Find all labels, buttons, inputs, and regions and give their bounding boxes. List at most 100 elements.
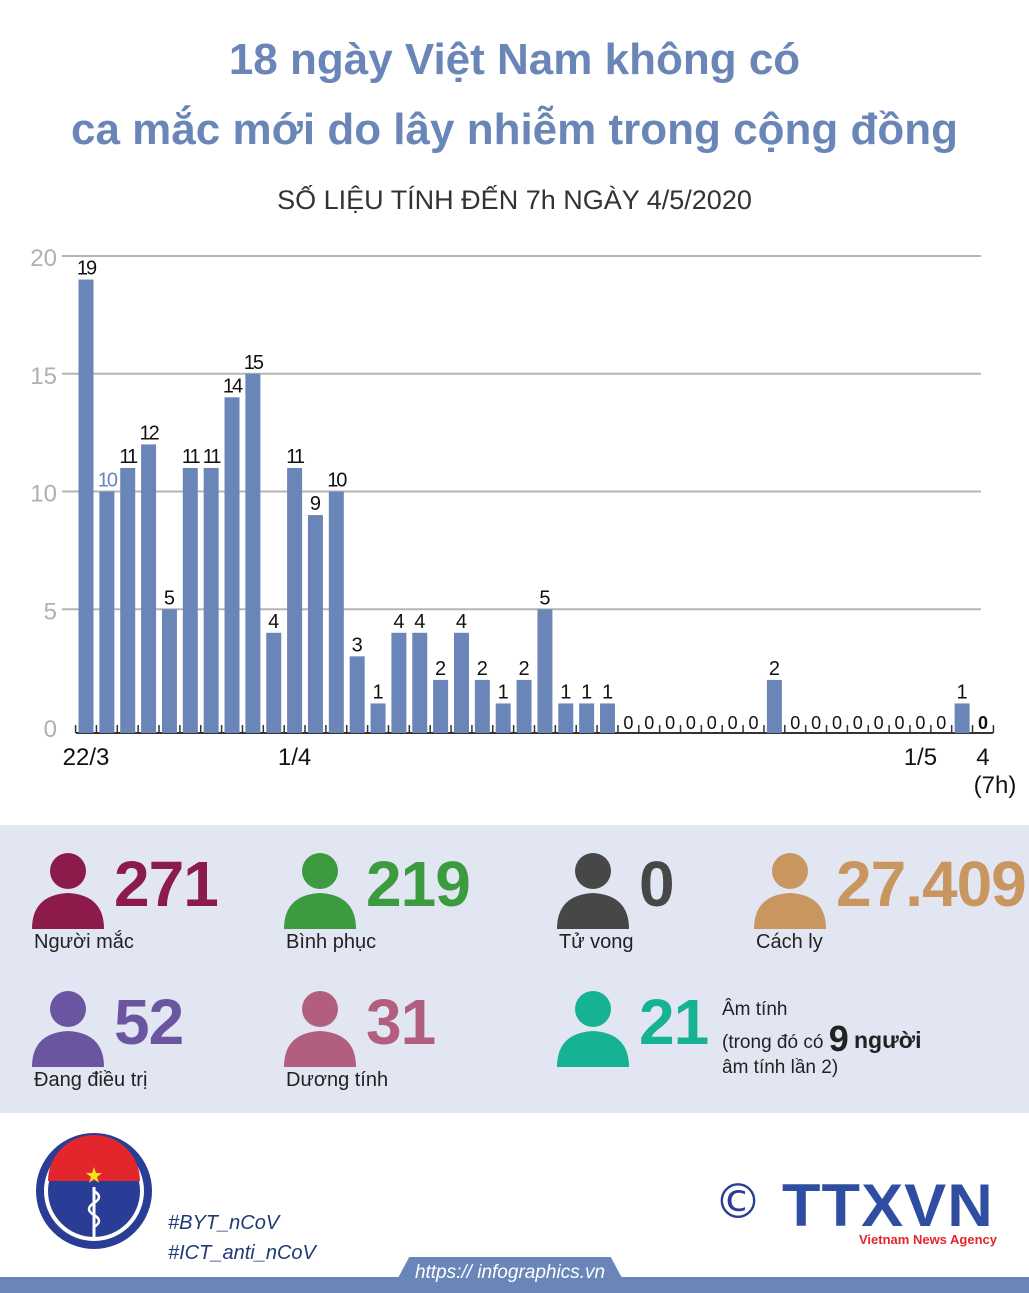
- hashtags: #BYT_nCoV #ICT_anti_nCoV: [168, 1208, 316, 1268]
- bar: [516, 679, 532, 733]
- data-label: 3: [352, 634, 363, 656]
- bar: [266, 632, 282, 733]
- stat-value: 219: [366, 848, 471, 920]
- hashtag-ict[interactable]: #ICT_anti_nCoV: [168, 1242, 316, 1264]
- stat-value: 21: [639, 986, 709, 1058]
- bar: [453, 632, 469, 733]
- data-label: 4: [414, 611, 425, 633]
- data-label: 19: [77, 258, 97, 280]
- bar: [558, 703, 574, 733]
- bar: [537, 609, 553, 733]
- footer-bar: [0, 1277, 1029, 1293]
- bar: [287, 467, 303, 733]
- bar: [203, 467, 219, 733]
- ministry-of-health-logo: [36, 1133, 152, 1249]
- y-tick-label: 5: [44, 598, 57, 625]
- note-line-1: Âm tính: [722, 999, 788, 1020]
- data-label: 11: [203, 446, 222, 468]
- hashtag-byt[interactable]: #BYT_nCoV: [168, 1212, 280, 1234]
- bar: [370, 703, 386, 733]
- bar: [579, 703, 595, 733]
- data-label: 0: [853, 713, 863, 733]
- data-label: 2: [477, 658, 488, 680]
- data-label: 1: [498, 681, 509, 703]
- x-tick-label: 22/3: [63, 744, 110, 771]
- data-label: 0: [728, 713, 738, 733]
- note-number: 9: [828, 1018, 849, 1059]
- data-label: 4: [456, 611, 467, 633]
- x-tick-label: 1/4: [278, 744, 311, 771]
- data-label: 1: [581, 681, 592, 703]
- bar: [120, 467, 136, 733]
- data-label: 1: [560, 681, 571, 703]
- x-tick-label: 4: [976, 744, 989, 771]
- data-label: 0: [915, 713, 925, 733]
- y-tick-label: 10: [30, 481, 57, 508]
- stat-label: Tử vong: [559, 931, 634, 953]
- stat-value: 27.409: [836, 848, 1027, 920]
- data-label: 11: [286, 446, 305, 468]
- person-icon: [557, 991, 629, 1067]
- data-label: 2: [435, 658, 446, 680]
- data-label: 2: [518, 658, 529, 680]
- ttxvn-logo: TTXVN Vietnam News Agency: [782, 1172, 997, 1248]
- bar: [161, 609, 177, 733]
- stats-panel: 271 Người mắc 219 Bình phục 0 Tử vong 27…: [0, 825, 1029, 1113]
- bar: [182, 467, 198, 733]
- bar: [328, 491, 344, 733]
- bar: [495, 703, 511, 733]
- data-label: 0: [749, 713, 759, 733]
- data-label: 0: [623, 713, 633, 733]
- data-label: 11: [182, 446, 201, 468]
- y-tick-label: 20: [30, 245, 57, 272]
- data-label: 0: [978, 713, 988, 733]
- data-label: 9: [310, 493, 321, 515]
- bar: [349, 656, 365, 733]
- data-label: 0: [874, 713, 884, 733]
- bar: [141, 444, 157, 733]
- data-label: 1: [372, 681, 383, 703]
- subtitle: SỐ LIỆU TÍNH ĐẾN 7h NGÀY 4/5/2020: [277, 185, 752, 215]
- data-label: 4: [268, 611, 279, 633]
- data-label: 0: [811, 713, 821, 733]
- data-label: 1: [602, 681, 613, 703]
- negative-note: Âm tính (trong đó có 9 người âm tính lần…: [722, 995, 922, 1082]
- stat-label: Đang điều trị: [34, 1069, 148, 1091]
- title-line-1: 18 ngày Việt Nam không có: [228, 35, 801, 84]
- data-label: 11: [119, 446, 138, 468]
- data-label: 14: [223, 375, 243, 397]
- data-label: 0: [936, 713, 946, 733]
- x-tick-sublabel: (7h): [974, 772, 1017, 799]
- bar: [474, 679, 490, 733]
- stat-value: 31: [366, 986, 436, 1058]
- data-label: 10: [98, 470, 118, 492]
- stat-value: 0: [639, 848, 675, 920]
- data-label: 5: [539, 587, 550, 609]
- data-label: 12: [139, 422, 159, 444]
- person-icon: [32, 991, 104, 1067]
- stat-label: Bình phục: [286, 931, 377, 953]
- bar: [412, 632, 428, 733]
- x-tick-label: 1/5: [904, 744, 937, 771]
- data-label: 0: [707, 713, 717, 733]
- data-label: 15: [244, 352, 264, 374]
- stat-value: 271: [114, 848, 219, 920]
- data-label: 4: [393, 611, 404, 633]
- stat-value: 52: [114, 986, 184, 1058]
- data-label: 0: [895, 713, 905, 733]
- person-icon: [32, 853, 104, 929]
- note-line-2-pre: (trong đó có: [722, 1032, 824, 1053]
- data-label: 2: [769, 658, 780, 680]
- person-icon: [284, 991, 356, 1067]
- website-link[interactable]: https:// infographics.vn: [414, 1262, 606, 1283]
- bar: [245, 373, 261, 733]
- y-tick-label: 15: [30, 363, 57, 390]
- bar: [600, 703, 615, 733]
- bar: [954, 703, 970, 733]
- stat-label: Dương tính: [286, 1069, 389, 1091]
- note-line-3: âm tính lần 2): [722, 1057, 839, 1078]
- data-label: 10: [327, 470, 347, 492]
- title-line-2: ca mắc mới do lây nhiễm trong cộng đồng: [71, 105, 958, 154]
- person-icon: [284, 853, 356, 929]
